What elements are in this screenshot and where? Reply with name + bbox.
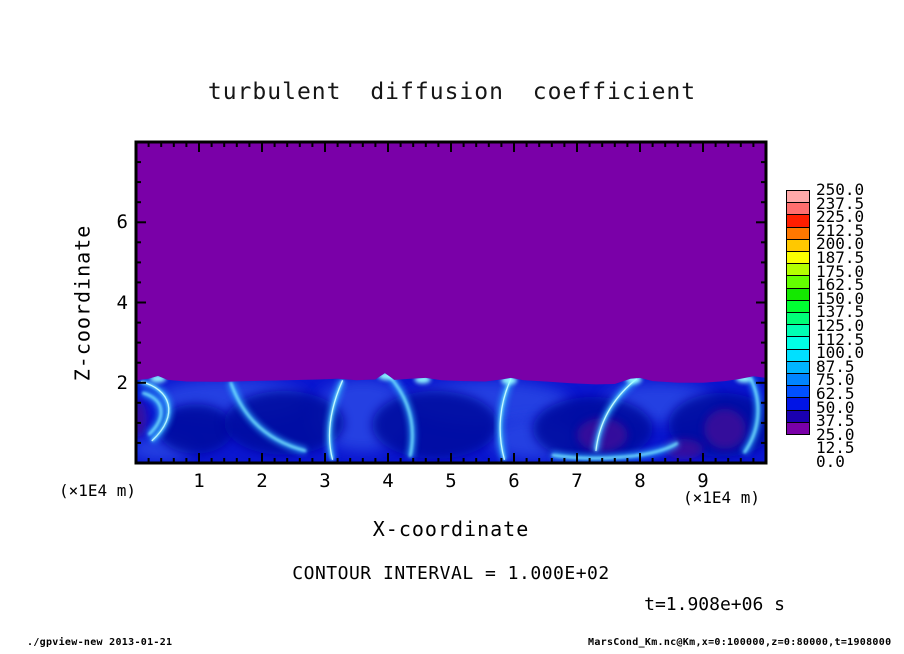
colorbar-tick-label: 0.0 [816,452,845,471]
x-tick-label: 5 [445,470,457,492]
x-tick-label: 2 [256,470,268,492]
colorbar-tick-label: 125.0 [816,316,865,335]
eddy [224,390,344,455]
chart-title: turbulent diffusion coefficient [207,79,697,105]
colorbar-tick-label: 162.5 [816,275,865,295]
x-tick-label: 1 [193,470,205,492]
colorbar-tick-label: 25.0 [816,424,855,444]
colorbar-tick-label: 225.0 [816,207,865,227]
x-tick-label: 7 [571,470,583,492]
y-axis-label: Z-coordinate [70,224,94,381]
z-tick-label: 6 [116,211,128,234]
x-tick-label: 4 [382,470,394,492]
colorbar-tick-label: 112.5 [816,329,865,349]
x-axis-label: X-coordinate [372,517,530,541]
colorbar-tick-label: 62.5 [816,384,855,403]
colorbar-tick-label: 150.0 [816,288,865,308]
time-label: t=1.908e+06 s [644,594,785,615]
footer-dataset: MarsCond_Km.nc@Km,x=0:100000,z=0:80000,t… [588,637,892,648]
colorbar-tick-label: 137.5 [816,302,865,322]
z-tick-label: 2 [116,371,128,394]
colorbar-tick-label: 187.5 [816,248,865,267]
plot-border [134,140,768,465]
eddy [158,404,234,454]
colorbar-cell [786,421,810,436]
x-tick-label: 9 [697,470,709,492]
x-tick-label: 3 [319,470,331,492]
colorbar-tick-label: 100.0 [816,343,865,363]
colorbar-tick-label: 12.5 [816,438,855,458]
footer-command: ./gpview-new 2013-01-21 [27,637,173,648]
colorbar-tick-label: 37.5 [816,411,855,431]
colorbar-tick-label: 75.0 [816,370,855,390]
x-tick-label: 6 [508,470,520,492]
x-tick-label: 8 [634,470,646,492]
contour-interval-label: CONTOUR INTERVAL = 1.000E+02 [292,563,610,584]
colorbar-tick-label: 87.5 [816,356,855,376]
colorbar-tick-label: 250.0 [816,180,865,199]
z-axis-unit-label: (×1E4 m) [58,481,136,500]
eddy [372,390,499,460]
colorbar-tick-label: 175.0 [816,261,865,281]
colorbar-tick-label: 200.0 [816,234,865,254]
colorbar [786,190,810,436]
colorbar-tick-label: 212.5 [816,220,865,240]
colorbar-tick-label: 50.0 [816,397,855,417]
x-axis-unit-label: (×1E4 m) [683,488,761,507]
z-tick-label: 4 [116,291,128,314]
colorbar-tick-label: 237.5 [816,193,865,213]
plot-area [134,140,768,465]
